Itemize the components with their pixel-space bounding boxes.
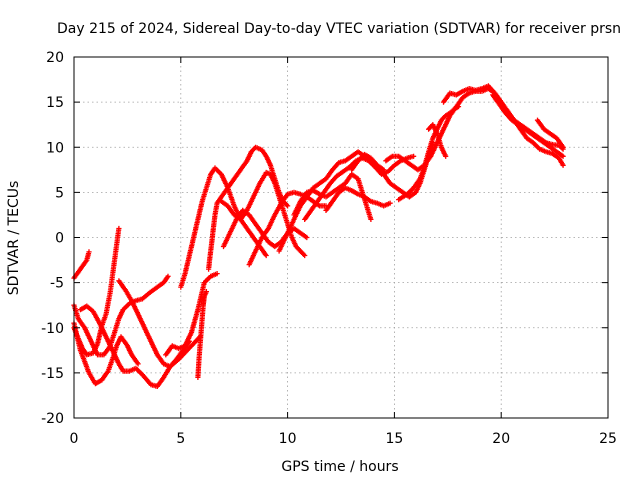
y-tick-label: 5 — [55, 185, 64, 201]
x-axis-label: GPS time / hours — [281, 459, 398, 475]
data-series — [71, 83, 566, 389]
y-tick-label: 10 — [46, 140, 64, 156]
x-tick-label: 10 — [279, 431, 297, 447]
data-point — [214, 271, 220, 277]
y-tick-label: -15 — [41, 366, 64, 382]
chart-title: Day 215 of 2024, Sidereal Day-to-day VTE… — [57, 21, 621, 37]
data-point — [304, 234, 310, 241]
series-track-12 — [220, 207, 310, 250]
y-axis-label: SDTVAR / TECUs — [6, 181, 22, 296]
series-track-17 — [323, 185, 393, 213]
data-point — [203, 289, 209, 295]
x-tick-label: 15 — [385, 431, 403, 447]
x-tick-label: 0 — [70, 431, 79, 447]
data-point — [411, 153, 417, 159]
data-point — [165, 273, 171, 279]
y-tick-label: -20 — [41, 411, 64, 427]
axis-ticks: 0 5 10 15 20 25 -20 -15 -10 -5 0 5 10 15 20 — [41, 50, 617, 447]
y-tick-label: 0 — [55, 231, 64, 247]
x-tick-label: 20 — [492, 431, 510, 447]
data-point — [302, 252, 308, 259]
data-point — [135, 361, 141, 367]
data-point — [368, 216, 374, 222]
x-tick-label: 25 — [599, 431, 617, 447]
y-tick-label: 20 — [46, 50, 64, 66]
series-track-24 — [426, 122, 449, 159]
series-track-9 — [178, 165, 269, 290]
data-point — [560, 144, 566, 150]
series-track-8 — [195, 289, 209, 380]
x-tick-label: 5 — [176, 431, 185, 447]
data-point — [443, 153, 449, 159]
data-point — [116, 225, 122, 232]
data-point — [263, 252, 269, 259]
data-point — [285, 203, 291, 209]
y-tick-label: -10 — [41, 321, 64, 337]
data-point — [387, 200, 393, 206]
y-tick-label: 15 — [46, 95, 64, 111]
series-track-22 — [490, 92, 566, 159]
data-point — [560, 153, 566, 159]
y-tick-label: -5 — [50, 276, 64, 292]
series-track-13 — [246, 189, 329, 268]
series-track-23 — [534, 117, 566, 150]
data-point — [86, 249, 92, 255]
data-point — [560, 162, 566, 168]
